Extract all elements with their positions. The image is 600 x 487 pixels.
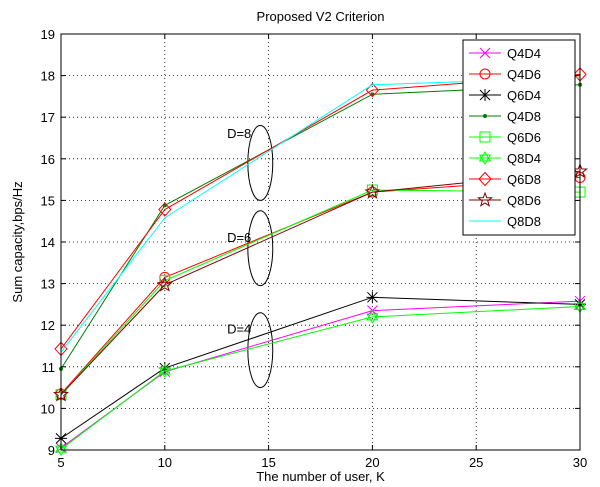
x-tick-label: 20 — [365, 455, 379, 470]
x-axis-label: The number of user, K — [256, 469, 385, 484]
series-q4d4 — [55, 295, 586, 454]
data-point — [158, 202, 172, 217]
legend-swatch-marker — [478, 171, 492, 187]
series-line — [60, 305, 581, 450]
data-point — [54, 442, 68, 453]
x-tick-label: 25 — [469, 455, 483, 470]
legend-label: Q6D4 — [507, 88, 541, 103]
data-point — [158, 363, 171, 375]
chart-title: Proposed V2 Criterion — [257, 9, 385, 24]
legend: Q4D4 Q4D6 Q6D4 Q4D8 Q6D6 Q8D4 Q6D8 Q8D6 Q8D8 — [462, 39, 576, 236]
legend-swatch-marker — [478, 151, 492, 162]
y-tick-label: 19 — [41, 27, 55, 42]
y-tick-label: 11 — [42, 360, 56, 375]
annotation-ellipse — [247, 125, 274, 201]
annotation-label: D=8 — [227, 126, 251, 141]
data-point — [158, 367, 171, 378]
legend-item: Q8D4 — [469, 151, 541, 166]
x-tick-label: 30 — [573, 455, 587, 470]
legend-item: Q6D6 — [469, 130, 541, 145]
annotation-ellipse — [247, 312, 274, 389]
legend-label: Q8D6 — [507, 193, 541, 208]
data-point — [156, 276, 173, 292]
annotation-ellipse — [247, 210, 274, 287]
data-point — [366, 309, 379, 321]
legend-swatch-marker — [479, 47, 491, 59]
x-tick-label: 15 — [261, 455, 275, 470]
legend-label: Q4D8 — [507, 109, 541, 124]
y-tick-label: 14 — [41, 235, 55, 250]
y-tick-label: 18 — [41, 69, 55, 84]
y-tick-label: 9 — [48, 443, 55, 458]
legend-label: Q8D4 — [507, 151, 541, 166]
legend-item: Q4D6 — [469, 67, 541, 82]
legend-label: Q8D8 — [507, 214, 541, 229]
x-tick-label: 5 — [57, 455, 64, 470]
series-line — [60, 300, 581, 449]
data-point — [159, 275, 171, 287]
legend-label: Q4D4 — [507, 46, 541, 61]
axis-ticks: 5 10 15 20 25 30 9 10 11 12 13 14 15 16 17 18 19 — [41, 27, 588, 470]
data-point — [364, 183, 381, 199]
legend-swatch-marker — [479, 89, 491, 101]
legend-item: Q8D8 — [469, 214, 541, 229]
legend-item: Q4D8 — [469, 109, 541, 124]
y-tick-label: 10 — [41, 401, 55, 416]
legend-swatch-marker — [479, 131, 491, 143]
series-q8d4 — [54, 299, 587, 457]
annotation-label: D=4 — [227, 322, 251, 337]
y-tick-label: 12 — [41, 318, 55, 333]
legend-label: Q6D6 — [507, 130, 541, 145]
series-line — [60, 296, 581, 439]
legend-swatch-marker — [479, 68, 491, 80]
data-point — [366, 313, 379, 324]
legend-label: Q4D6 — [507, 67, 541, 82]
legend-item: Q6D8 — [469, 171, 541, 187]
legend-label: Q6D8 — [507, 172, 541, 187]
legend-swatch-marker — [478, 154, 492, 165]
y-tick-label: 15 — [41, 193, 55, 208]
legend-item: Q4D4 — [469, 46, 541, 61]
y-tick-label: 16 — [41, 152, 55, 167]
data-point — [365, 82, 380, 98]
annotations: D=8 D=6 D=4 — [227, 125, 274, 389]
legend-swatch-marker — [483, 114, 487, 118]
y-axis-label: Sum capacity,bps/Hz — [10, 181, 25, 302]
annotation-label: D=6 — [227, 230, 251, 245]
x-tick-label: 10 — [158, 455, 172, 470]
y-tick-label: 17 — [41, 110, 55, 125]
y-tick-label: 13 — [41, 277, 55, 292]
legend-swatch-marker — [476, 191, 494, 207]
legend-item: Q6D4 — [469, 88, 541, 103]
data-point — [366, 291, 379, 304]
legend-item: Q8D6 — [469, 191, 541, 208]
